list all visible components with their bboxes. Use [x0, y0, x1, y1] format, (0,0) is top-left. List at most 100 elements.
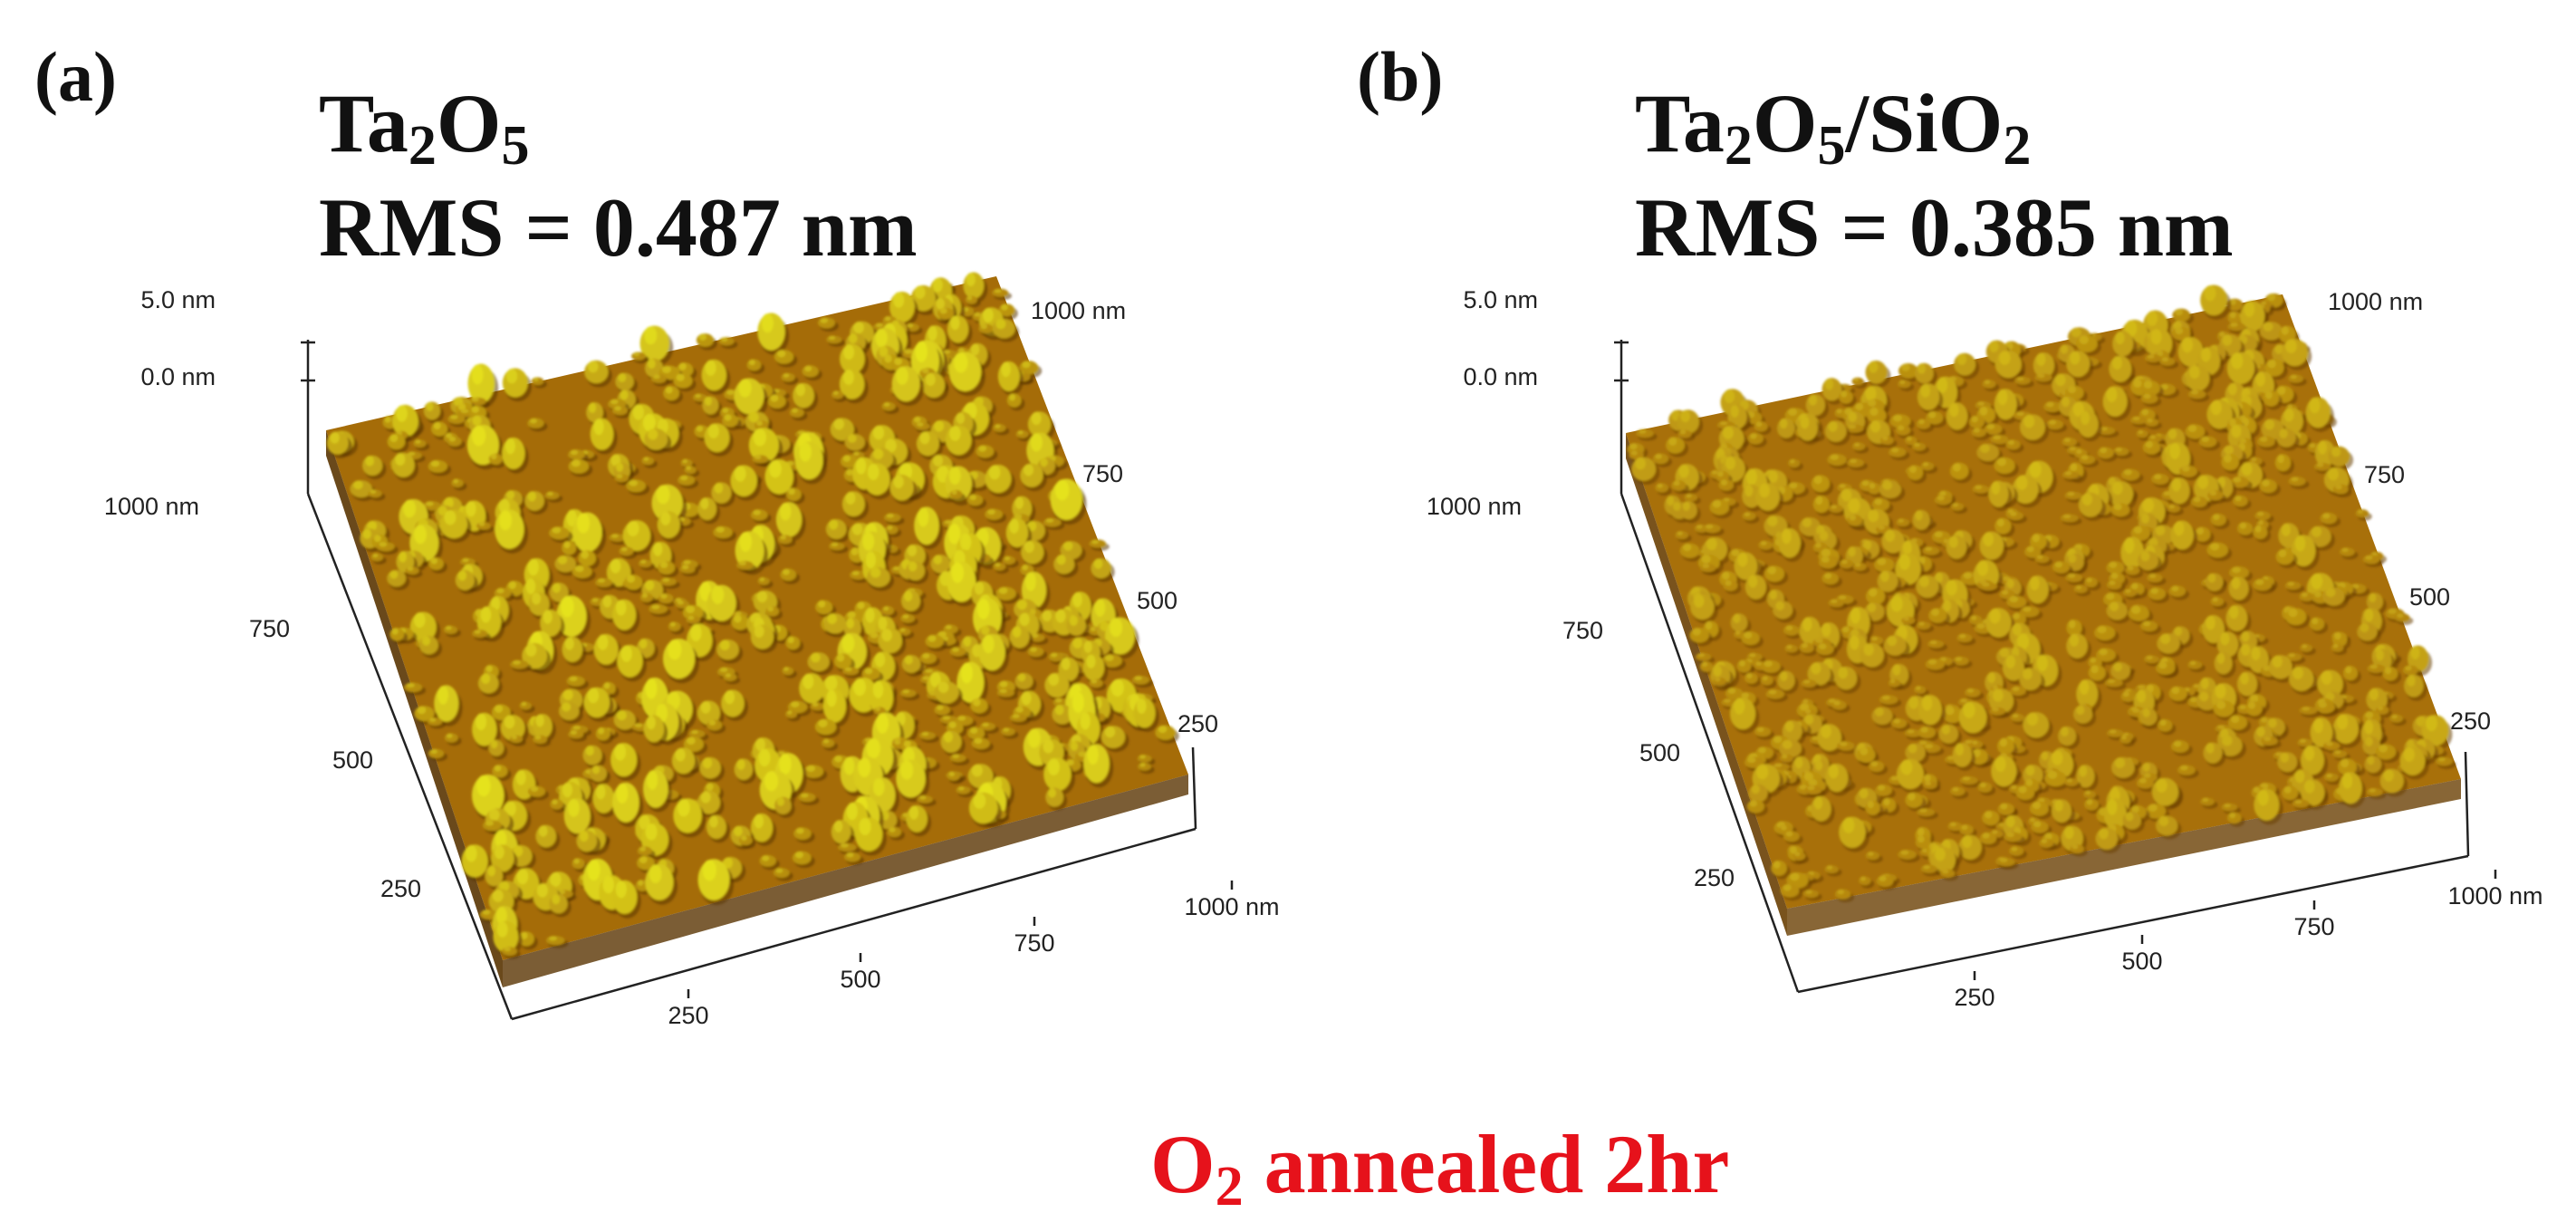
grain-highlight [1813, 475, 1822, 485]
grain-highlight [925, 372, 936, 387]
grain-highlight [2140, 551, 2150, 562]
grain-highlight [2110, 573, 2119, 579]
grain-highlight [978, 445, 987, 452]
grain-highlight [2090, 657, 2097, 663]
grain-highlight [1952, 503, 1959, 507]
grain-highlight [2204, 285, 2216, 302]
grain-highlight [767, 606, 774, 612]
grain-highlight [627, 574, 636, 583]
grain-highlight [2143, 773, 2151, 778]
grain-highlight [2142, 707, 2150, 717]
grain-highlight [2369, 592, 2377, 602]
grain-highlight [1863, 643, 1874, 656]
grain-highlight [618, 372, 627, 382]
material-b-part: /SiO [1845, 77, 2004, 169]
grain-highlight [1867, 852, 1874, 856]
grain-highlight [1158, 725, 1168, 734]
grain-highlight [2216, 700, 2226, 709]
grain-highlight [2111, 481, 2123, 496]
grain-highlight [2267, 359, 2276, 369]
grain-highlight [956, 412, 966, 425]
grain-highlight [724, 414, 732, 421]
grain-highlight [1854, 563, 1861, 567]
grain-highlight [1780, 670, 1788, 681]
grain-highlight [1821, 724, 1831, 738]
grain-highlight [620, 546, 628, 552]
grain-highlight [2125, 320, 2138, 337]
grain-highlight [925, 669, 934, 673]
grain-highlight [2047, 770, 2058, 779]
grain-highlight [846, 468, 853, 476]
grain-highlight [2345, 666, 2352, 674]
grain-highlight [379, 542, 388, 547]
right-tick-label: 250 [2450, 707, 2491, 735]
grain-highlight [921, 368, 929, 374]
grain-highlight [686, 736, 696, 745]
grain-highlight [899, 760, 914, 780]
grain-highlight [974, 737, 983, 745]
grain-highlight [2277, 386, 2286, 395]
panel-a-rms: RMS = 0.487 nm [319, 181, 918, 274]
grain-highlight [498, 881, 510, 891]
grain-highlight [1782, 739, 1793, 749]
grain-highlight [2264, 390, 2273, 399]
grain-highlight [610, 399, 619, 405]
grain-highlight [1927, 411, 1937, 419]
grain-highlight [552, 582, 561, 593]
grain-highlight [2097, 625, 2107, 634]
grain-highlight [2367, 756, 2375, 765]
grain-highlight [581, 550, 589, 559]
grain-highlight [616, 474, 623, 479]
grain-highlight [853, 322, 864, 334]
grain-highlight [437, 686, 449, 705]
grain-highlight [2069, 447, 2077, 451]
grain-highlight [1066, 758, 1074, 766]
grain-highlight [2171, 477, 2181, 492]
grain-highlight [2254, 525, 2262, 533]
annealing-caption: O2 annealed 2hr [1150, 1116, 1729, 1219]
grain-highlight [1946, 579, 1957, 596]
grain-highlight [482, 910, 491, 915]
grain-highlight [889, 827, 896, 833]
grain-highlight [2161, 357, 2169, 362]
grain-highlight [668, 639, 682, 660]
grain-highlight [2229, 418, 2236, 428]
grain-highlight [1751, 784, 1760, 794]
grain-highlight [2107, 798, 2118, 815]
grain-highlight [2026, 545, 2034, 553]
grain-highlight [1860, 876, 1866, 881]
grain-highlight [1686, 493, 1692, 498]
grain-highlight [1054, 479, 1070, 501]
grain-highlight [792, 408, 799, 413]
grain-highlight [1009, 393, 1015, 401]
grain-highlight [806, 765, 815, 772]
grain-highlight [645, 580, 655, 591]
grain-highlight [1949, 402, 1959, 418]
grain-highlight [1921, 695, 1933, 711]
grain-highlight [2158, 815, 2169, 827]
grain-highlight [707, 423, 719, 439]
grain-highlight [2341, 547, 2349, 553]
grain-highlight [2274, 344, 2283, 354]
grain-highlight [1971, 416, 1978, 423]
grain-highlight [1781, 754, 1788, 759]
grain-highlight [1769, 589, 1777, 600]
right-tick-label: 500 [1137, 587, 1177, 614]
grain-highlight [1022, 564, 1029, 571]
grain-highlight [602, 595, 612, 608]
grain-highlight [2032, 534, 2040, 543]
grain-highlight [408, 451, 416, 456]
grain-highlight [421, 636, 431, 646]
grain-highlight [2285, 339, 2297, 353]
grain-highlight [1786, 644, 1793, 650]
panel-b-material: Ta2O5/SiO2 [1635, 82, 2031, 174]
grain-highlight [1789, 482, 1798, 489]
grain-highlight [2030, 575, 2040, 591]
grain-highlight [994, 288, 1002, 294]
grain-highlight [2235, 496, 2242, 502]
grain-highlight [824, 675, 838, 691]
grain-highlight [2215, 683, 2226, 699]
grain-highlight [2189, 365, 2200, 380]
grain-highlight [1746, 672, 1753, 679]
